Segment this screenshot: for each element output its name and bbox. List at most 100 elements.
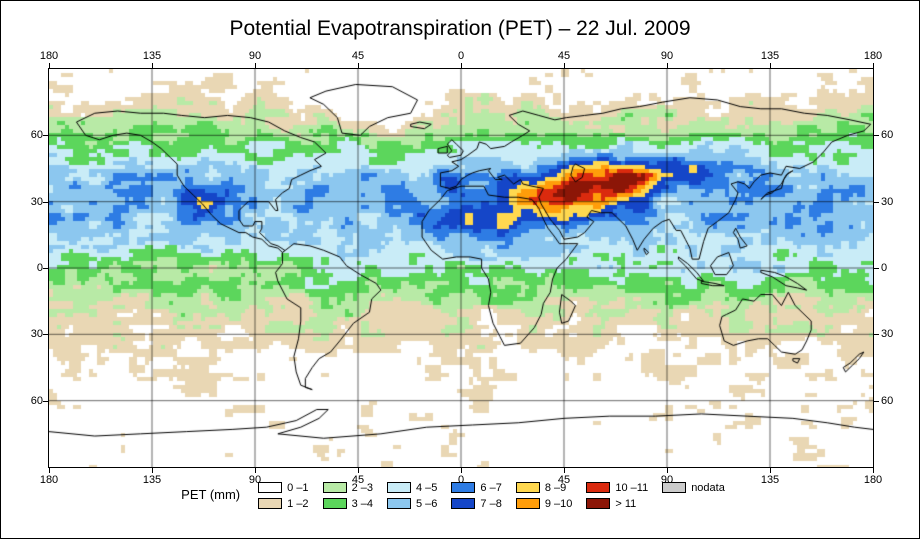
legend-swatch — [258, 482, 283, 493]
lon-tick-mark — [255, 468, 256, 473]
figure-title: Potential Evapotranspiration (PET) – 22 … — [229, 17, 691, 40]
legend-item: 1 –2 — [258, 497, 309, 510]
legend-item-label: 4 –5 — [415, 481, 438, 494]
legend-item: > 11 — [586, 497, 648, 510]
legend-column: 2 –3 3 –4 — [322, 481, 373, 510]
legend-swatch — [515, 498, 540, 509]
legend-item-label: > 11 — [615, 497, 637, 510]
lon-tick-mark — [49, 468, 50, 473]
lon-tick-mark — [358, 63, 359, 68]
lon-tick-label: 135 — [142, 474, 162, 486]
lat-tick-mark — [43, 268, 48, 269]
lon-tick-label: 180 — [863, 474, 883, 486]
legend-swatch — [586, 498, 611, 509]
lon-tick-label: 90 — [248, 474, 262, 486]
legend-item: 9 –10 — [515, 497, 573, 510]
legend-column: 4 –5 5 –6 — [386, 481, 438, 510]
legend-item: 10 –11 — [586, 481, 648, 494]
lon-tick-mark — [152, 468, 153, 473]
lat-tick-label: 30 — [30, 195, 43, 208]
legend-column: 6 –7 7 –8 — [451, 481, 502, 510]
legend-column: 10 –11 > 11 — [586, 481, 648, 510]
lon-tick-mark — [49, 63, 50, 68]
lat-tick-mark — [874, 334, 879, 336]
legend-item: 2 –3 — [322, 481, 373, 494]
lon-tick-mark — [873, 468, 874, 473]
legend-swatch — [386, 482, 411, 493]
legend-swatch — [515, 482, 540, 493]
lon-tick-mark — [564, 468, 565, 473]
legend-item-label: 0 –1 — [287, 481, 309, 494]
lat-tick-mark — [874, 201, 879, 203]
lon-tick-label: 135 — [760, 50, 780, 62]
legend-item: 7 –8 — [451, 497, 502, 510]
lat-tick-mark — [43, 135, 48, 137]
lon-tick-label: 180 — [39, 50, 59, 62]
lon-tick-label: 90 — [660, 50, 674, 62]
legend-swatch — [322, 498, 347, 509]
lon-tick-label: 135 — [760, 474, 780, 486]
legend-item-label: 2 –3 — [351, 481, 373, 494]
legend-item: 5 –6 — [386, 497, 437, 510]
legend-item: nodata — [662, 481, 725, 494]
lon-tick-mark — [667, 63, 668, 68]
legend-items: 0 –1 1 –2 2 –3 3 –4 4 –5 5 –6 6 –7 7 –8 8 –9 9 –1… — [258, 481, 739, 510]
lat-tick-mark — [43, 400, 48, 402]
legend-item-label: 10 –11 — [615, 481, 649, 494]
legend-column: 0 –1 1 –2 — [258, 481, 309, 510]
lon-tick-label: 135 — [142, 50, 162, 62]
legend-item-label: nodata — [691, 481, 725, 494]
lon-tick-label: 45 — [557, 474, 571, 486]
legend-item-label: 1 –2 — [287, 497, 309, 510]
legend-title: PET (mm) — [181, 487, 241, 502]
lat-tick-label: 60 — [881, 129, 894, 142]
lat-tick-label: 30 — [881, 328, 894, 341]
lon-tick-mark — [667, 468, 668, 473]
lon-tick-mark — [770, 468, 771, 473]
lat-tick-label: 30 — [881, 195, 894, 208]
lon-tick-label: 90 — [248, 50, 262, 62]
lon-tick-mark — [873, 63, 874, 68]
legend-item-label: 9 –10 — [544, 497, 573, 510]
lon-tick-mark — [564, 63, 565, 68]
lon-tick-label: 45 — [351, 50, 365, 62]
lat-tick-mark — [874, 268, 879, 269]
lat-tick-mark — [43, 201, 48, 203]
lon-tick-mark — [770, 63, 771, 68]
lon-tick-label: 45 — [351, 474, 365, 486]
legend-swatch — [586, 482, 611, 493]
legend-item-label: 3 –4 — [351, 497, 373, 510]
lon-tick-mark — [255, 63, 256, 68]
legend-swatch — [451, 498, 476, 509]
lon-tick-label: 0 — [457, 474, 465, 486]
lon-tick-mark — [358, 468, 359, 473]
lat-tick-label: 0 — [881, 262, 888, 274]
lat-tick-mark — [874, 135, 879, 137]
lon-tick-label: 45 — [557, 50, 571, 62]
legend-item: 8 –9 — [515, 481, 573, 494]
lon-tick-mark — [461, 468, 462, 473]
lon-tick-mark — [152, 63, 153, 68]
legend-item-label: 7 –8 — [480, 497, 502, 510]
lat-tick-mark — [43, 334, 48, 336]
legend-item: 0 –1 — [258, 481, 309, 494]
legend-item: 3 –4 — [322, 497, 373, 510]
legend-swatch — [386, 498, 411, 509]
legend-column: 8 –9 9 –10 — [515, 481, 573, 510]
world-map-canvas — [48, 68, 874, 468]
lat-tick-label: 60 — [30, 129, 43, 142]
lon-tick-label: 180 — [39, 474, 59, 486]
legend-swatch — [322, 482, 347, 493]
legend-swatch — [451, 482, 476, 493]
lat-tick-mark — [874, 400, 879, 402]
legend-item-label: 6 –7 — [480, 481, 502, 494]
legend-item: 6 –7 — [451, 481, 502, 494]
lat-tick-label: 60 — [881, 394, 894, 407]
legend-swatch — [662, 482, 687, 493]
legend-column: nodata — [662, 481, 725, 510]
lat-tick-label: 30 — [30, 328, 43, 341]
lon-tick-mark — [461, 63, 462, 68]
lon-tick-label: 0 — [457, 50, 465, 62]
legend: PET (mm) 0 –1 1 –2 2 –3 3 –4 4 –5 5 –6 6 –7 7 –… — [1, 481, 919, 510]
